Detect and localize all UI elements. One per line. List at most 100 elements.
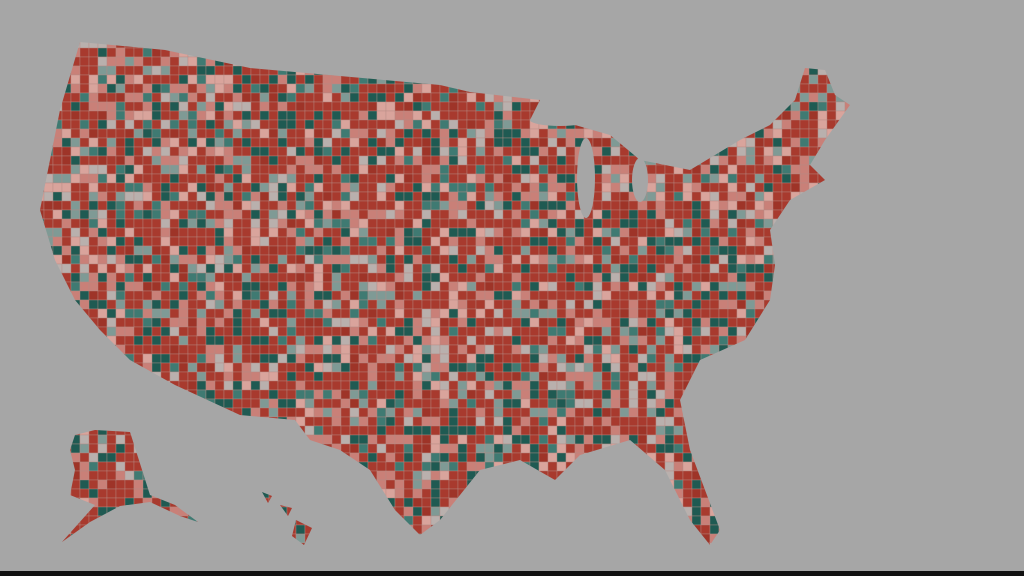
county xyxy=(754,137,765,148)
county xyxy=(349,92,360,103)
county xyxy=(214,182,225,193)
county xyxy=(619,299,630,310)
county xyxy=(151,65,162,76)
county xyxy=(511,398,522,409)
county xyxy=(70,254,81,265)
county xyxy=(448,416,459,427)
county xyxy=(187,380,198,391)
county xyxy=(655,263,666,274)
county xyxy=(295,263,306,274)
county xyxy=(277,326,288,337)
county xyxy=(718,227,729,238)
county xyxy=(403,137,414,148)
county xyxy=(421,317,432,328)
county xyxy=(385,479,396,490)
county xyxy=(457,209,468,220)
county xyxy=(394,488,405,499)
county xyxy=(601,434,612,445)
county xyxy=(250,407,261,418)
county xyxy=(412,380,423,391)
county xyxy=(412,209,423,220)
county xyxy=(322,200,333,211)
county xyxy=(430,371,441,382)
county xyxy=(124,209,135,220)
county xyxy=(619,218,630,229)
county xyxy=(547,317,558,328)
county xyxy=(574,398,585,409)
county xyxy=(547,263,558,274)
county xyxy=(70,155,81,166)
county xyxy=(124,137,135,148)
county xyxy=(376,389,387,400)
county xyxy=(628,200,639,211)
county xyxy=(358,344,369,355)
county xyxy=(421,173,432,184)
county xyxy=(349,407,360,418)
county xyxy=(304,146,315,157)
county xyxy=(196,254,207,265)
county xyxy=(430,479,441,490)
county xyxy=(223,317,234,328)
county xyxy=(628,335,639,346)
county xyxy=(457,380,468,391)
county xyxy=(619,227,630,238)
county xyxy=(646,227,657,238)
county xyxy=(403,407,414,418)
county xyxy=(619,290,630,301)
county xyxy=(565,227,576,238)
county xyxy=(484,200,495,211)
county xyxy=(304,110,315,121)
county xyxy=(646,398,657,409)
county xyxy=(187,191,198,202)
county xyxy=(484,128,495,139)
county xyxy=(520,434,531,445)
county xyxy=(241,146,252,157)
county xyxy=(358,227,369,238)
county xyxy=(421,137,432,148)
county xyxy=(88,119,99,130)
county xyxy=(448,191,459,202)
county xyxy=(502,209,513,220)
county xyxy=(403,272,414,283)
county xyxy=(583,245,594,256)
county xyxy=(322,371,333,382)
county xyxy=(592,200,603,211)
county xyxy=(313,137,324,148)
county xyxy=(529,434,540,445)
county xyxy=(367,92,378,103)
county xyxy=(178,146,189,157)
county xyxy=(538,443,549,454)
county xyxy=(430,191,441,202)
county xyxy=(421,506,432,517)
county xyxy=(646,191,657,202)
county xyxy=(178,245,189,256)
county xyxy=(610,173,621,184)
county xyxy=(322,209,333,220)
county xyxy=(70,74,81,85)
county xyxy=(133,218,144,229)
county xyxy=(808,74,819,85)
county xyxy=(340,200,351,211)
county xyxy=(421,254,432,265)
county xyxy=(376,425,387,436)
county xyxy=(106,488,117,499)
county xyxy=(556,335,567,346)
county xyxy=(493,173,504,184)
county xyxy=(295,317,306,328)
county xyxy=(583,371,594,382)
county xyxy=(304,344,315,355)
county xyxy=(403,209,414,220)
county xyxy=(547,335,558,346)
county xyxy=(313,398,324,409)
county xyxy=(331,254,342,265)
county xyxy=(358,398,369,409)
county xyxy=(493,443,504,454)
county xyxy=(655,299,666,310)
county xyxy=(340,353,351,364)
county xyxy=(727,173,738,184)
county xyxy=(151,119,162,130)
county xyxy=(538,227,549,238)
county xyxy=(349,371,360,382)
county xyxy=(376,362,387,373)
county xyxy=(448,173,459,184)
